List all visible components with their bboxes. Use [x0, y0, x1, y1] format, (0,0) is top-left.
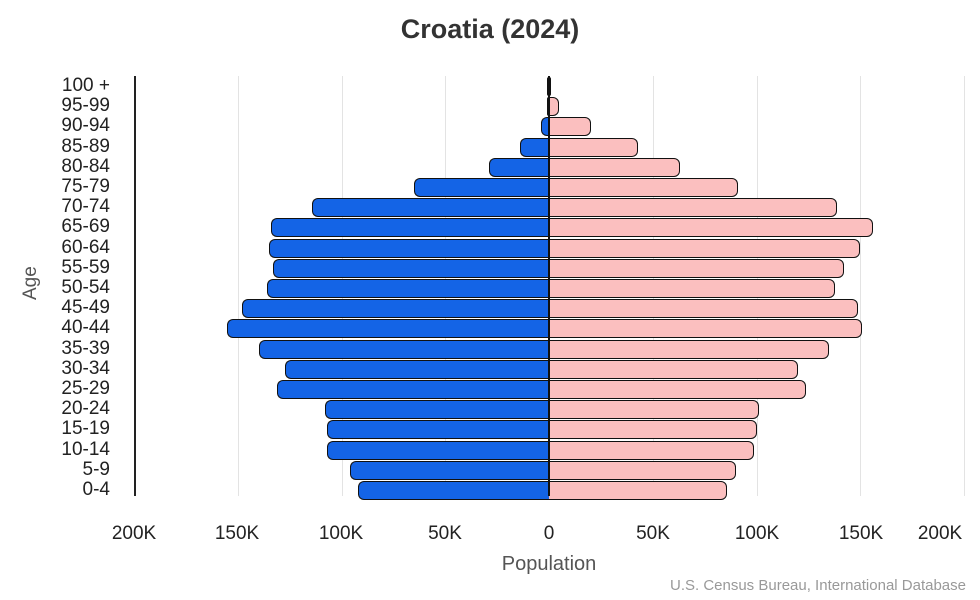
x-tick-label: 150K [214, 523, 260, 544]
y-tick-label: 90-94 [61, 115, 110, 137]
male-bar[interactable] [546, 97, 549, 117]
x-tick-label: 50K [428, 523, 462, 544]
male-bar[interactable] [266, 279, 549, 298]
source-note: U.S. Census Bureau, International Databa… [669, 577, 966, 594]
female-bar[interactable] [549, 299, 859, 319]
female-bar[interactable] [549, 137, 639, 157]
plot-area [134, 76, 965, 500]
male-bar[interactable] [268, 238, 549, 258]
y-tick-label: 0-4 [82, 479, 110, 500]
male-bar[interactable] [273, 258, 549, 278]
y-tick-label: 70-74 [61, 196, 110, 218]
female-bar[interactable] [549, 178, 738, 197]
y-axis-line [134, 76, 136, 496]
male-bar[interactable] [277, 380, 549, 399]
female-bar[interactable] [549, 218, 873, 238]
male-bar[interactable] [285, 359, 549, 379]
male-bar[interactable] [519, 137, 549, 157]
female-bar[interactable] [549, 198, 838, 218]
female-bar[interactable] [549, 279, 836, 298]
female-bar[interactable] [549, 460, 736, 480]
female-bar[interactable] [549, 117, 591, 137]
female-bar[interactable] [549, 380, 807, 399]
y-tick-label: 60-64 [61, 236, 110, 258]
y-tick-label: 15-19 [61, 418, 110, 440]
x-axis-title: Population [501, 553, 597, 575]
male-bar[interactable] [227, 319, 549, 339]
y-tick-label: 85-89 [61, 135, 110, 157]
y-tick-label: 100 + [61, 75, 110, 96]
x-tick-label: 150K [838, 523, 884, 544]
gridline [237, 76, 239, 496]
female-bar[interactable] [549, 339, 830, 359]
y-tick-label: 55-59 [61, 256, 110, 278]
x-tick-label: 0 [543, 523, 555, 544]
female-bar[interactable] [549, 400, 759, 420]
y-tick-label: 5-9 [82, 458, 110, 480]
y-tick-label: 35-39 [61, 337, 110, 359]
female-bar[interactable] [549, 440, 755, 460]
female-bar[interactable] [549, 77, 551, 96]
male-bar[interactable] [326, 420, 549, 440]
gridline [964, 76, 965, 496]
y-tick-label: 65-69 [61, 216, 110, 238]
male-bar[interactable] [488, 157, 549, 177]
male-bar[interactable] [349, 460, 549, 480]
y-tick-label: 40-44 [61, 317, 110, 339]
female-bar[interactable] [549, 97, 560, 117]
female-bar[interactable] [549, 359, 798, 379]
male-bar[interactable] [358, 481, 549, 500]
y-tick-label: 95-99 [61, 95, 110, 117]
center-axis [548, 76, 550, 496]
y-tick-label: 80-84 [61, 155, 110, 177]
female-bar[interactable] [549, 481, 728, 500]
male-bar[interactable] [324, 400, 549, 420]
female-bar[interactable] [549, 319, 863, 339]
male-bar[interactable] [312, 198, 549, 218]
x-tick-label: 100K [318, 523, 364, 544]
y-tick-label: 20-24 [61, 398, 110, 420]
male-bar[interactable] [270, 218, 549, 238]
y-tick-label: 30-34 [61, 357, 110, 379]
male-bar[interactable] [326, 440, 549, 460]
x-tick-label: 200K [917, 523, 963, 544]
gridline [860, 76, 862, 496]
y-tick-label: 50-54 [61, 277, 110, 298]
y-tick-label: 25-29 [61, 378, 110, 399]
y-tick-label: 75-79 [61, 176, 110, 197]
y-tick-label: 10-14 [61, 438, 110, 460]
female-bar[interactable] [549, 258, 844, 278]
x-tick-label: 200K [111, 523, 157, 544]
y-tick-label: 45-49 [61, 297, 110, 319]
x-tick-label: 100K [734, 523, 780, 544]
male-bar[interactable] [241, 299, 549, 319]
female-bar[interactable] [549, 157, 680, 177]
male-bar[interactable] [414, 178, 549, 197]
male-bar[interactable] [258, 339, 549, 359]
x-tick-label: 50K [636, 523, 670, 544]
female-bar[interactable] [549, 420, 757, 440]
chart-title: Croatia (2024) [400, 14, 580, 44]
female-bar[interactable] [549, 238, 861, 258]
